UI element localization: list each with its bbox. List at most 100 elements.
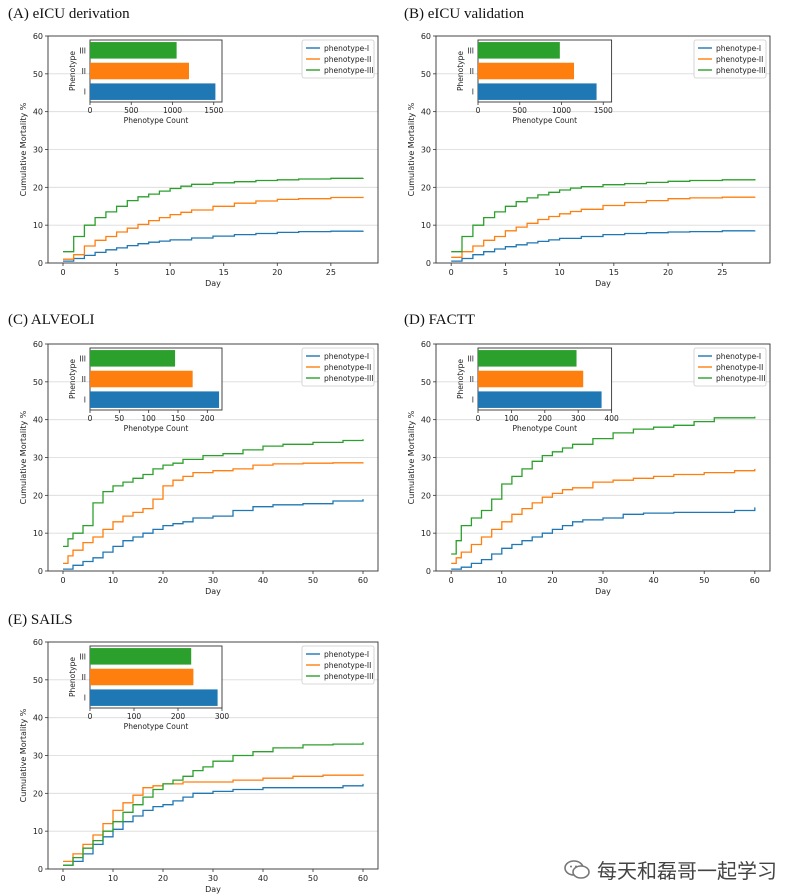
y-tick-label-e: 60	[33, 638, 43, 647]
panel-title-d: (D) FACTT	[404, 312, 475, 328]
inset-category-label-e-1: I	[84, 694, 86, 703]
x-tick-label-d: 50	[699, 576, 709, 585]
y-tick-label-a: 40	[33, 108, 43, 117]
inset-category-label-d-3: III	[467, 354, 474, 363]
x-tick-label-d: 0	[449, 576, 454, 585]
inset-category-label-d-1: I	[472, 396, 474, 405]
x-tick-label-d: 60	[750, 576, 760, 585]
y-tick-label-d: 10	[421, 529, 431, 538]
inset-x-tick-label-e: 300	[215, 712, 230, 721]
y-tick-label-d: 60	[421, 340, 431, 349]
legend-label-a-2: phenotype-II	[324, 55, 371, 64]
inset-bar-a-2	[90, 62, 189, 80]
inset-category-label-e-2: II	[82, 673, 86, 682]
inset-bar-d-1	[478, 391, 602, 408]
inset-bar-c-2	[90, 370, 193, 388]
x-tick-label-b: 25	[717, 268, 727, 277]
inset-bar-c-1	[90, 391, 220, 408]
watermark-text: 每天和磊哥一起学习	[597, 859, 777, 883]
x-tick-label-a: 10	[165, 268, 175, 277]
legend-label-c-1: phenotype-I	[324, 352, 369, 361]
legend-label-c-2: phenotype-II	[324, 363, 371, 372]
inset-x-tick-label-a: 1000	[163, 106, 182, 115]
legend-box-a	[301, 39, 375, 79]
y-tick-label-c: 10	[33, 529, 43, 538]
inset-category-label-d-2: II	[470, 375, 474, 384]
y-tick-label-b: 30	[421, 146, 431, 155]
x-axis-label-a: Day	[205, 279, 221, 288]
inset-bar-a-3	[90, 42, 177, 59]
y-tick-label-a: 0	[38, 259, 43, 268]
inset-bar-b-1	[478, 83, 597, 100]
x-tick-label-c: 40	[258, 576, 268, 585]
inset-x-axis-label-e: Phenotype Count	[124, 722, 189, 731]
x-tick-label-b: 5	[503, 268, 508, 277]
y-tick-label-e: 30	[33, 752, 43, 761]
inset-x-tick-label-a: 500	[124, 106, 139, 115]
inset-category-label-c-1: I	[84, 396, 86, 405]
panel-title-e: (E) SAILS	[8, 612, 73, 628]
y-tick-label-a: 20	[33, 183, 43, 192]
y-tick-label-b: 10	[421, 221, 431, 230]
y-tick-label-c: 50	[33, 378, 43, 387]
inset-y-axis-label-d: Phenotype	[456, 359, 465, 399]
series-line-b-1	[451, 230, 756, 262]
x-tick-label-c: 0	[60, 576, 65, 585]
series-line-c-3	[63, 439, 364, 548]
inset-category-label-a-3: III	[79, 46, 86, 55]
y-tick-label-b: 40	[421, 108, 431, 117]
legend-label-d-1: phenotype-I	[716, 352, 761, 361]
y-tick-label-e: 40	[33, 714, 43, 723]
series-line-c-1	[63, 499, 364, 570]
series-line-b-2	[451, 196, 756, 258]
inset-x-tick-label-b: 0	[476, 106, 481, 115]
inset-x-tick-label-d: 400	[604, 414, 619, 423]
x-tick-label-c: 20	[158, 576, 168, 585]
inset-category-label-b-3: III	[467, 46, 474, 55]
x-tick-label-e: 0	[60, 874, 65, 883]
inset-y-axis-label-c: Phenotype	[68, 359, 77, 399]
inset-x-tick-label-c: 50	[115, 414, 125, 423]
x-tick-label-d: 10	[497, 576, 507, 585]
inset-x-axis-label-a: Phenotype Count	[124, 116, 189, 125]
inset-x-tick-label-c: 200	[200, 414, 215, 423]
legend-label-b-1: phenotype-I	[716, 44, 761, 53]
y-tick-label-c: 30	[33, 454, 43, 463]
legend-box-d	[693, 347, 767, 387]
inset-category-label-c-3: III	[79, 354, 86, 363]
series-line-c-2	[63, 462, 364, 565]
legend-label-b-3: phenotype-III	[716, 66, 766, 75]
series-line-d-1	[451, 507, 756, 570]
inset-x-tick-label-d: 100	[504, 414, 519, 423]
legend-label-a-1: phenotype-I	[324, 44, 369, 53]
inset-x-tick-label-a: 0	[88, 106, 93, 115]
panel-title-b: (B) eICU validation	[404, 6, 524, 22]
plot-frame-a	[47, 35, 379, 264]
inset-category-label-a-1: I	[84, 88, 86, 97]
legend-label-d-3: phenotype-III	[716, 374, 766, 383]
plot-frame-c	[47, 343, 379, 572]
inset-bar-c-3	[90, 350, 176, 367]
inset-x-axis-label-b: Phenotype Count	[512, 116, 577, 125]
legend-label-b-2: phenotype-II	[716, 55, 763, 64]
y-tick-label-e: 10	[33, 827, 43, 836]
y-tick-label-c: 0	[38, 567, 43, 576]
y-tick-label-e: 0	[38, 865, 43, 874]
inset-x-tick-label-d: 0	[476, 414, 481, 423]
y-tick-label-e: 50	[33, 676, 43, 685]
x-tick-label-a: 25	[326, 268, 336, 277]
y-tick-label-a: 10	[33, 221, 43, 230]
plot-frame-e	[47, 641, 379, 870]
x-tick-label-a: 0	[60, 268, 65, 277]
legend-label-e-3: phenotype-III	[324, 672, 374, 681]
inset-y-axis-label-b: Phenotype	[456, 51, 465, 91]
inset-x-tick-label-b: 500	[513, 106, 528, 115]
x-tick-label-e: 50	[308, 874, 318, 883]
legend-label-a-3: phenotype-III	[324, 66, 374, 75]
y-tick-label-d: 40	[421, 416, 431, 425]
plot-frame-d	[435, 343, 771, 572]
inset-x-tick-label-e: 0	[88, 712, 93, 721]
y-tick-label-c: 20	[33, 491, 43, 500]
panel-title-c: (C) ALVEOLI	[8, 312, 95, 328]
